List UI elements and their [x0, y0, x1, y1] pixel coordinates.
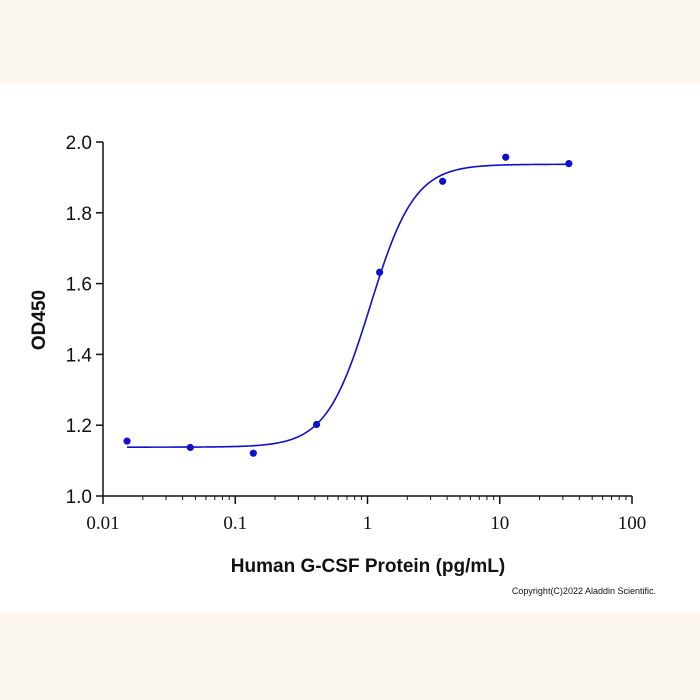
data-point	[123, 437, 131, 445]
data-point	[186, 443, 194, 452]
chart-marks	[123, 153, 573, 457]
y-tick-label: 1.4	[66, 345, 93, 366]
y-tick-label: 1.8	[66, 204, 92, 225]
y-tick-label: 1.0	[66, 487, 92, 508]
x-tick-label: 1	[363, 513, 373, 534]
y-tick-label: 2.0	[66, 133, 92, 154]
y-tick-label: 1.6	[66, 275, 92, 296]
data-point	[312, 420, 321, 429]
dose-response-chart: 1.0 1.2 1.4 1.6 1.8 2.0 0.01 0.1 1 10 100 OD450 Hu…	[29, 133, 656, 596]
y-tick-label: 1.2	[66, 416, 92, 437]
data-point	[502, 153, 510, 161]
top-band	[0, 0, 700, 84]
data-point	[376, 268, 384, 276]
x-tick-label: 0.01	[86, 513, 119, 534]
chart-panel: 1.0 1.2 1.4 1.6 1.8 2.0 0.01 0.1 1 10 100 OD450 Hu…	[0, 84, 700, 612]
x-tick-label: 10	[490, 513, 509, 534]
bottom-band	[0, 612, 700, 700]
copyright-notice: Copyright(C)2022 Aladdin Scientific.	[512, 586, 656, 596]
data-point	[439, 177, 447, 185]
fit-curve	[127, 163, 569, 448]
data-point	[249, 449, 257, 457]
axes: 1.0 1.2 1.4 1.6 1.8 2.0 0.01 0.1 1 10 100	[66, 133, 647, 534]
x-axis-title: Human G-CSF Protein (pg/mL)	[231, 556, 505, 577]
y-axis-title: OD450	[29, 290, 50, 350]
data-point	[565, 159, 573, 168]
x-tick-label: 100	[618, 513, 647, 534]
x-tick-label: 0.1	[223, 513, 247, 534]
